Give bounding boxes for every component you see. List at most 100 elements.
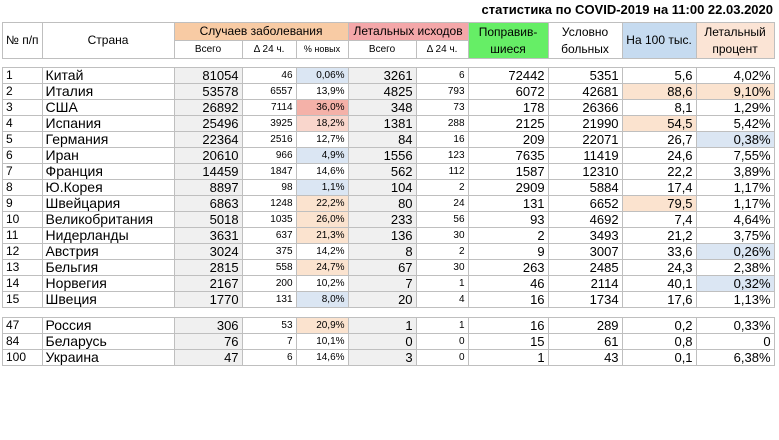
row-deaths: 20 [347,291,417,308]
row-recovered: 263 [467,259,549,276]
table-row: 6 Иран 20610 966 4,9% 1556 123 7635 11419 24,6 7,5… [2,147,775,164]
row-sick: 6652 [547,195,623,212]
row-cases-delta: 200 [241,275,297,292]
row-cases-pct: 24,7% [295,259,349,276]
row-cases-pct: 36,0% [295,99,349,116]
row-cases-delta: 637 [241,227,297,244]
row-per100k: 54,5 [621,115,697,132]
row-country: Швеция [41,291,175,308]
row-death-pct: 1,29% [695,99,775,116]
row-cases: 22364 [173,131,243,148]
row-sick: 5351 [547,67,623,84]
row-recovered: 16 [467,291,549,308]
table-row: 2 Италия 53578 6557 13,9% 4825 793 6072 42681 88,… [2,83,775,100]
row-num: 8 [2,179,43,196]
row-num: 12 [2,243,43,260]
table-row: 8 Ю.Корея 8897 98 1,1% 104 2 2909 5884 17,4 1,17% [2,179,775,196]
row-recovered: 93 [467,211,549,228]
row-per100k: 88,6 [621,83,697,100]
row-per100k: 26,7 [621,131,697,148]
row-deaths: 104 [347,179,417,196]
row-cases: 47 [173,349,243,366]
row-sick: 1734 [547,291,623,308]
row-num: 4 [2,115,43,132]
row-cases-pct: 14,6% [295,349,349,366]
row-deaths: 1381 [347,115,417,132]
table-row: 13 Бельгия 2815 558 24,7% 67 30 263 2485 24,3 2,38… [2,259,775,276]
row-sick: 22071 [547,131,623,148]
row-cases: 25496 [173,115,243,132]
row-deaths-delta: 2 [415,243,469,260]
header-deaths-delta: Δ 24 ч. [415,40,469,59]
table-row: 12 Австрия 3024 375 14,2% 8 2 9 3007 33,6 0,26% [2,243,775,260]
row-recovered: 2125 [467,115,549,132]
row-cases-pct: 10,1% [295,333,349,350]
row-deaths: 80 [347,195,417,212]
row-cases-delta: 3925 [241,115,297,132]
row-cases-delta: 1847 [241,163,297,180]
table-row: 11 Нидерланды 3631 637 21,3% 136 30 2 3493 21,2 3,… [2,227,775,244]
row-per100k: 0,1 [621,349,697,366]
row-deaths-delta: 2 [415,179,469,196]
row-cases-pct: 20,9% [295,317,349,334]
row-per100k: 7,4 [621,211,697,228]
row-sick: 3493 [547,227,623,244]
row-death-pct: 3,75% [695,227,775,244]
row-per100k: 24,3 [621,259,697,276]
row-cases-pct: 22,2% [295,195,349,212]
row-cases: 2167 [173,275,243,292]
row-death-pct: 4,02% [695,67,775,84]
row-deaths-delta: 793 [415,83,469,100]
row-cases: 81054 [173,67,243,84]
row-num: 1 [2,67,43,84]
row-country: Бельгия [41,259,175,276]
row-death-pct: 7,55% [695,147,775,164]
row-cases-pct: 13,9% [295,83,349,100]
row-cases: 8897 [173,179,243,196]
row-per100k: 5,6 [621,67,697,84]
row-country: Нидерланды [41,227,175,244]
row-death-pct: 0,26% [695,243,775,260]
table-row: 84 Беларусь 76 7 10,1% 0 0 15 61 0,8 0 [2,333,775,350]
row-deaths: 84 [347,131,417,148]
spacer-row [2,58,775,68]
row-cases-pct: 1,1% [295,179,349,196]
row-deaths: 562 [347,163,417,180]
header-row-1: № п/п Страна Случаев заболевания Летальн… [2,22,775,59]
row-num: 84 [2,333,43,350]
table-row: 1 Китай 81054 46 0,06% 3261 6 72442 5351 5,6 4,02% [2,67,775,84]
row-sick: 11419 [547,147,623,164]
spacer-row-2 [2,307,775,318]
row-sick: 26366 [547,99,623,116]
row-cases-delta: 7114 [241,99,297,116]
row-num: 2 [2,83,43,100]
row-death-pct: 0,38% [695,131,775,148]
row-cases: 2815 [173,259,243,276]
row-cases: 306 [173,317,243,334]
table-row: 100 Украина 47 6 14,6% 3 0 1 43 0,1 6,38% [2,349,775,366]
row-recovered: 6072 [467,83,549,100]
row-sick: 3007 [547,243,623,260]
row-num: 6 [2,147,43,164]
row-cases-pct: 26,0% [295,211,349,228]
row-recovered: 15 [467,333,549,350]
row-deaths-delta: 288 [415,115,469,132]
row-death-pct: 1,17% [695,195,775,212]
row-cases-delta: 7 [241,333,297,350]
row-per100k: 0,2 [621,317,697,334]
row-death-pct: 5,42% [695,115,775,132]
row-cases-pct: 12,7% [295,131,349,148]
row-recovered: 178 [467,99,549,116]
row-sick: 289 [547,317,623,334]
table-row: 15 Швеция 1770 131 8,0% 20 4 16 1734 17,6 1,13% [2,291,775,308]
row-deaths: 7 [347,275,417,292]
row-country: Австрия [41,243,175,260]
row-num: 14 [2,275,43,292]
row-country: Украина [41,349,175,366]
row-cases-pct: 4,9% [295,147,349,164]
row-death-pct: 1,17% [695,179,775,196]
row-cases-pct: 14,2% [295,243,349,260]
row-sick: 42681 [547,83,623,100]
row-deaths-delta: 4 [415,291,469,308]
header-deaths-total: Всего [347,40,417,59]
